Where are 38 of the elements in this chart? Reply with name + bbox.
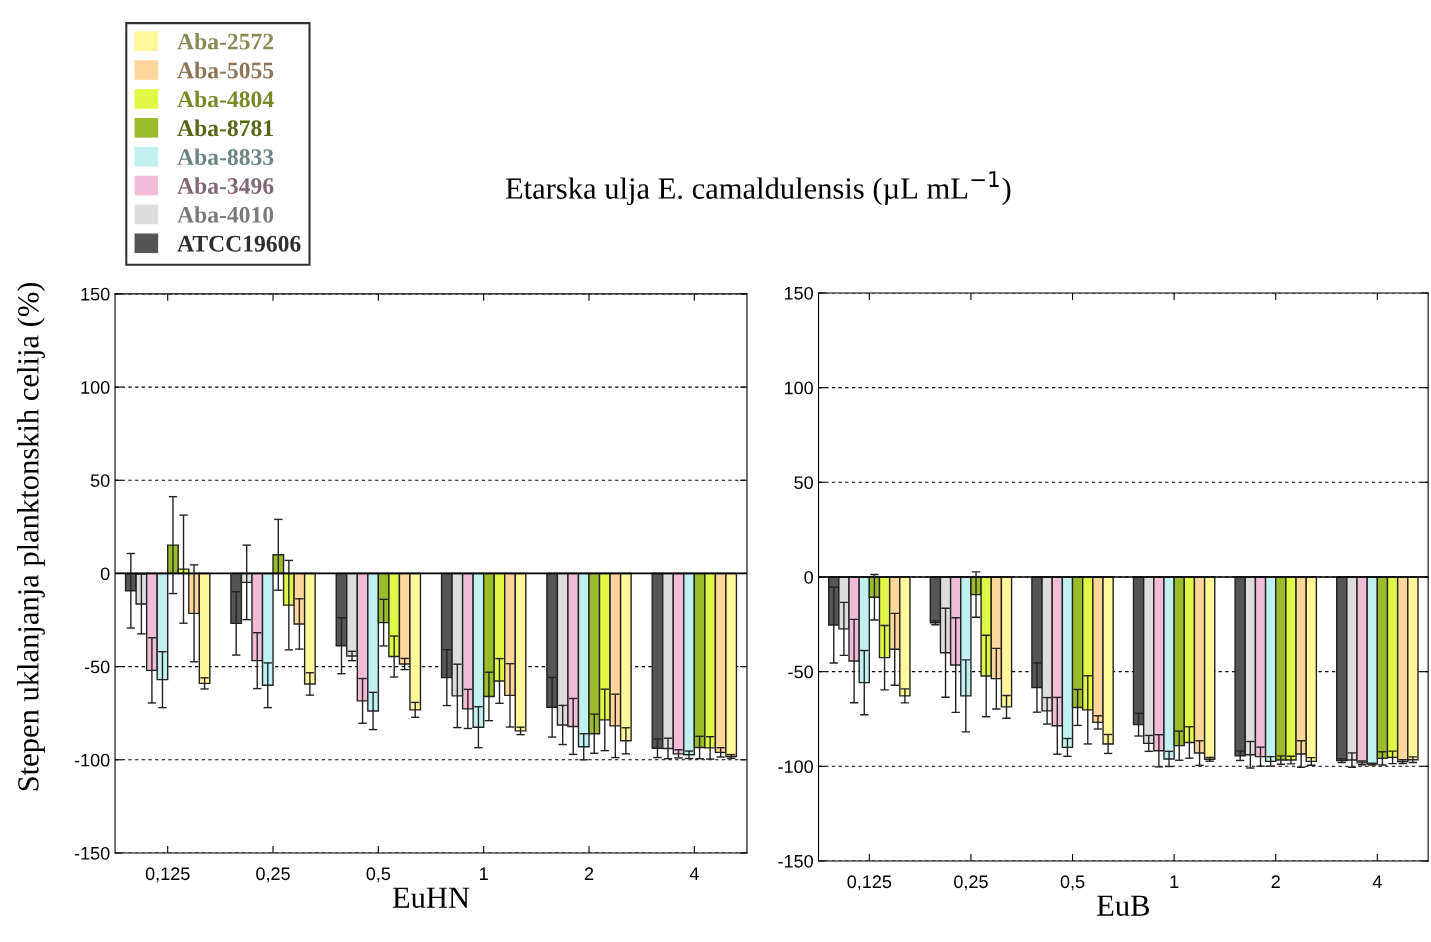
y-tick-label: 0 (100, 567, 110, 581)
y-tick-label: 0 (804, 570, 813, 584)
y-tick-label: 100 (784, 381, 813, 395)
chart-title: Etarska ulja E. camaldulensis (µL mL$^{−1}$) (505, 171, 1011, 206)
y-tick-label: 50 (794, 476, 813, 490)
y-tick-label: -150 (74, 846, 110, 860)
legend-label: Aba-8833 (177, 148, 274, 166)
legend-label: Aba-4804 (177, 90, 274, 108)
x-axis-title: EuHN (392, 887, 470, 908)
legend-label: Aba-4010 (177, 206, 274, 223)
x-tick-label: 2 (1271, 875, 1280, 888)
y-tick-label: -100 (778, 760, 813, 774)
legend-label: Aba-5055 (177, 61, 274, 79)
legend-label: ATCC19606 (177, 235, 301, 252)
x-tick-label: 0,25 (954, 875, 988, 891)
x-tick-label: 0,5 (366, 867, 391, 883)
x-tick-label: 1 (1170, 875, 1179, 888)
x-tick-label: 0,125 (847, 875, 892, 891)
y-tick-label: -50 (84, 660, 110, 674)
y-tick-label: 150 (81, 287, 110, 301)
x-tick-label: 0,125 (145, 867, 190, 883)
y-axis-title: Stepen uklanjanja planktonskih celija (%) (17, 282, 45, 791)
x-axis-title: EuB (1097, 895, 1149, 916)
x-tick-label: 4 (689, 867, 699, 880)
y-tick-label: -150 (778, 854, 813, 868)
x-tick-label: 0,5 (1060, 875, 1085, 891)
x-tick-label: 4 (1372, 875, 1382, 888)
legend-label: Aba-3496 (177, 177, 274, 194)
y-tick-label: 50 (90, 474, 110, 487)
x-tick-label: 0,25 (256, 867, 290, 883)
y-tick-label: -100 (74, 753, 110, 767)
legend-label: Aba-2572 (177, 32, 274, 50)
x-tick-label: 1 (480, 867, 488, 880)
y-tick-label: 100 (81, 381, 110, 394)
y-tick-label: -50 (788, 665, 813, 679)
x-tick-label: 2 (584, 867, 594, 880)
y-tick-label: 150 (784, 286, 813, 300)
legend-label: Aba-8781 (177, 119, 273, 137)
